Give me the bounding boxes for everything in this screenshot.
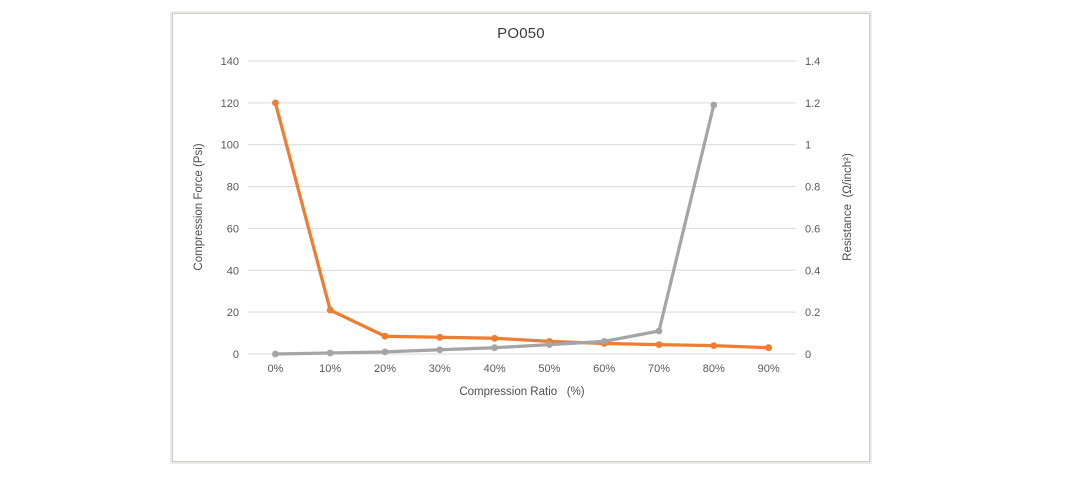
- x-axis-tick-label: 50%: [538, 363, 560, 375]
- left-axis-tick-label: 80: [227, 182, 239, 194]
- data-point-compression-force: [272, 99, 279, 107]
- right-axis-tick-label: 1.2: [805, 98, 820, 110]
- left-axis-tick-label: 60: [227, 223, 239, 235]
- data-point-resistance: [600, 338, 608, 345]
- x-axis-tick-label: 30%: [429, 363, 451, 375]
- left-axis-tick-label: 40: [227, 265, 239, 277]
- data-point-resistance: [436, 346, 444, 354]
- x-axis-tick-label: 20%: [374, 363, 396, 375]
- chart-frame: 0 20 40 60 80 100 120 140 0 0.2 0.4 0.6 0.8 1 1.2 1.4 0%…: [172, 13, 870, 462]
- data-point-compression-force: [381, 332, 389, 340]
- data-point-resistance: [326, 349, 334, 357]
- x-axis-title: Compression Ratio (%): [459, 386, 585, 398]
- left-axis-tick-label: 140: [221, 56, 239, 68]
- data-point-compression-force: [710, 342, 718, 349]
- data-point-resistance: [272, 350, 279, 358]
- data-point-compression-force: [655, 341, 663, 348]
- x-axis-tick-label: 40%: [484, 363, 506, 375]
- data-point-resistance: [381, 348, 389, 356]
- data-point-resistance: [655, 327, 663, 335]
- x-axis-tick-label: 80%: [703, 363, 725, 375]
- right-axis-tick-label: 0: [805, 349, 811, 361]
- data-point-compression-force: [436, 333, 444, 341]
- right-axis-tick-label: 1.4: [805, 56, 820, 68]
- left-axis-title: Compression Force (Psi): [193, 143, 205, 271]
- plot-area: 0 20 40 60 80 100 120 140 0 0.2 0.4 0.6 0.8 1 1.2 1.4 0%…: [221, 56, 821, 375]
- left-axis-tick-label: 0: [233, 349, 239, 361]
- x-axis-tick-label: 10%: [319, 363, 341, 375]
- right-axis-tick-label: 1: [805, 140, 811, 152]
- series-line-compression-force: [273, 101, 771, 350]
- right-axis-tick-label: 0.4: [805, 265, 820, 277]
- data-point-compression-force: [326, 306, 334, 314]
- data-point-compression-force: [491, 334, 498, 342]
- data-point-resistance: [491, 344, 498, 352]
- left-axis-tick-label: 100: [221, 140, 239, 152]
- x-axis-tick-label: 60%: [593, 363, 615, 375]
- left-axis-tick-label: 20: [227, 307, 239, 319]
- right-axis-tick-label: 0.6: [805, 223, 820, 235]
- data-point-compression-force: [765, 344, 772, 352]
- data-point-resistance: [546, 341, 553, 348]
- x-axis-tick-label: 90%: [758, 363, 780, 375]
- x-axis-tick-label: 0%: [267, 363, 283, 375]
- right-axis-title: Resistance (Ω/inch²): [842, 153, 854, 261]
- left-axis-tick-label: 120: [221, 98, 239, 110]
- right-axis-tick-label: 0.8: [805, 182, 820, 194]
- x-axis-tick-label: 70%: [648, 363, 670, 375]
- chart-title: PO050: [497, 25, 545, 42]
- right-axis-tick-label: 0.2: [805, 307, 820, 319]
- data-point-resistance: [710, 101, 718, 109]
